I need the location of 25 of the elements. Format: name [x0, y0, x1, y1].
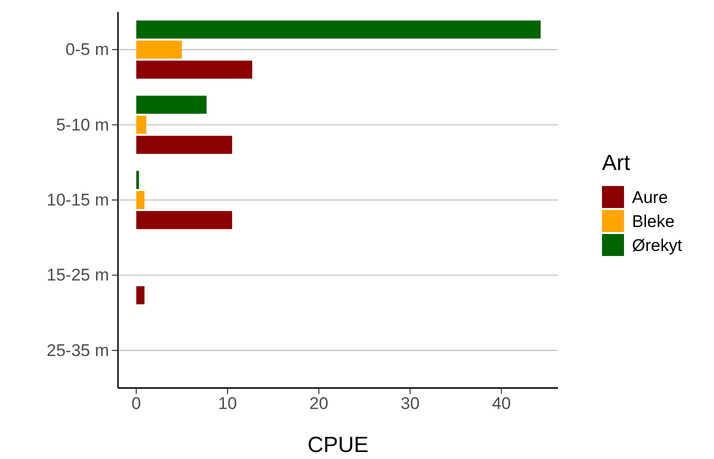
- y-tick-label: 25-35 m: [46, 340, 109, 360]
- y-tick-label: 5-10 m: [56, 115, 109, 134]
- bar: [136, 190, 144, 210]
- bar: [136, 40, 182, 59]
- x-tick-label: 20: [309, 394, 328, 414]
- legend-label: Aure: [632, 188, 668, 207]
- legend-label: Ørekyt: [632, 236, 682, 255]
- bar: [136, 116, 146, 134]
- bar: [136, 170, 139, 189]
- bar: [136, 286, 144, 304]
- legend-label: Bleke: [632, 212, 675, 231]
- bar: [136, 60, 252, 79]
- y-tick-label: 10-15 m: [46, 190, 109, 210]
- bar: [136, 136, 232, 154]
- x-tick-label: 0: [132, 394, 141, 414]
- x-tick-label: 10: [218, 394, 238, 414]
- bar: [136, 96, 207, 114]
- y-tick-label: 15-25 m: [46, 266, 109, 285]
- y-tick-label: 0-5 m: [66, 40, 109, 60]
- x-axis-title: CPUE: [307, 432, 369, 457]
- x-tick-label: 40: [492, 394, 511, 414]
- bar: [136, 211, 232, 230]
- bar: [136, 20, 541, 39]
- x-tick-label: 30: [400, 394, 420, 414]
- legend-title: Art: [602, 150, 630, 175]
